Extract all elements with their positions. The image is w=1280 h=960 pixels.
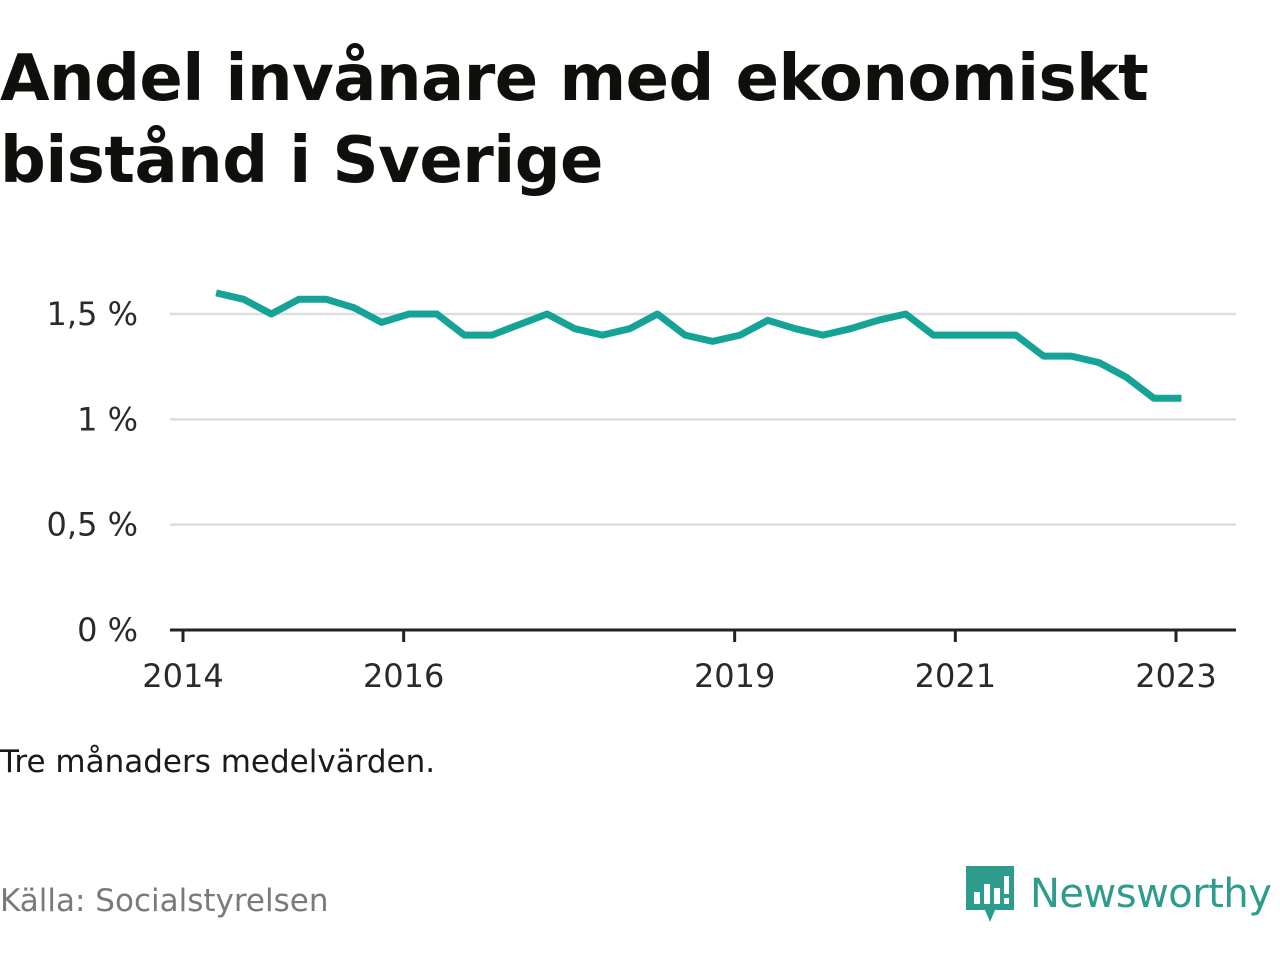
brand-name: Newsworthy	[1030, 871, 1272, 917]
x-tick-label: 2021	[915, 657, 996, 695]
x-tick-label: 2019	[694, 657, 775, 695]
y-tick-label: 0 %	[77, 611, 138, 649]
series-line	[215, 289, 1182, 402]
x-tick-label: 2023	[1135, 657, 1216, 695]
line-chart: 0 % 0,5 % 1 % 1,5 % 2014 2016 2019 2021 2023	[47, 289, 1236, 695]
gridlines	[170, 312, 1236, 526]
brand-logo[interactable]: Newsworthy	[964, 862, 1272, 926]
newsworthy-logo-icon	[966, 866, 1014, 922]
series-lines	[215, 289, 1182, 402]
source-label: Källa: Socialstyrelsen	[0, 883, 329, 919]
x-tick-label: 2016	[363, 657, 444, 695]
y-tick-label: 1,5 %	[47, 295, 138, 333]
y-tick-label: 0,5 %	[47, 506, 138, 544]
y-tick-label: 1 %	[77, 400, 138, 438]
chart-title: Andel invånare med ekonomiskt bistånd i …	[0, 42, 1149, 198]
x-axis: 2014 2016 2019 2021 2023	[142, 628, 1236, 695]
chart-note: Tre månaders medelvärden.	[0, 744, 436, 780]
y-axis-ticks: 0 % 0,5 % 1 % 1,5 %	[47, 295, 138, 649]
x-tick-label: 2014	[142, 657, 223, 695]
